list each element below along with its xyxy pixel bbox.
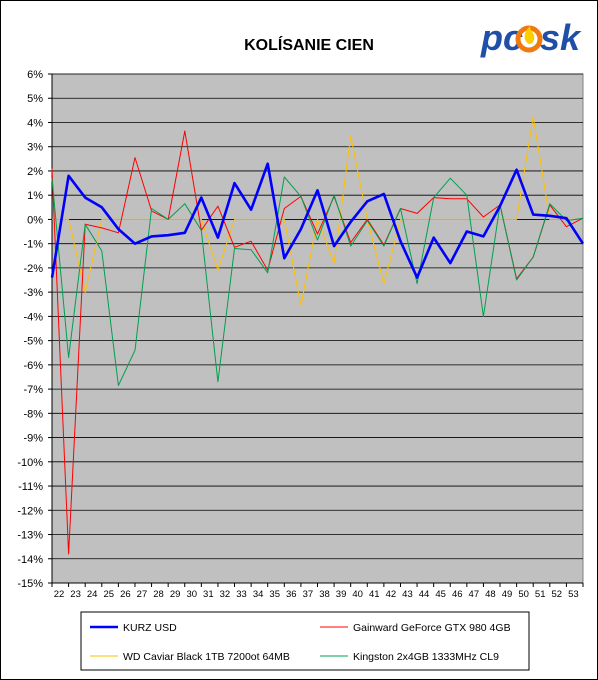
x-tick-label: 37 — [303, 589, 314, 600]
y-tick-label: -6% — [23, 360, 43, 372]
series-lines — [50, 115, 585, 555]
y-tick-label: 5% — [27, 93, 43, 105]
x-tick-label: 30 — [186, 589, 197, 600]
gridlines — [51, 73, 583, 584]
x-tick-label: 22 — [54, 589, 65, 600]
series-line-0 — [50, 162, 585, 279]
y-tick-label: -10% — [17, 457, 43, 469]
x-tick-label: 45 — [435, 589, 446, 600]
x-tick-label: 33 — [236, 589, 247, 600]
x-tick-label: 48 — [485, 589, 496, 600]
x-tick-label: 26 — [120, 589, 131, 600]
series-line-2 — [52, 115, 583, 306]
y-tick-label: 6% — [27, 69, 43, 81]
y-tick-label: -13% — [17, 530, 43, 542]
x-tick-label: 46 — [452, 589, 463, 600]
x-tick-label: 23 — [70, 589, 81, 600]
x-tick-label: 53 — [568, 589, 579, 600]
x-tick-label: 51 — [535, 589, 546, 600]
y-tick-label: -4% — [23, 311, 43, 323]
y-tick-label: -7% — [23, 384, 43, 396]
y-tick-label: 0% — [27, 214, 43, 226]
x-tick-label: 28 — [153, 589, 164, 600]
x-tick-label: 40 — [352, 589, 363, 600]
x-tick-label: 29 — [170, 589, 181, 600]
x-tick-label: 50 — [518, 589, 529, 600]
x-tick-label: 43 — [402, 589, 413, 600]
x-tick-label: 24 — [87, 589, 98, 600]
legend-label: KURZ USD — [123, 622, 177, 634]
x-tick-label: 39 — [336, 589, 347, 600]
legend-label: Gainward GeForce GTX 980 4GB — [353, 622, 511, 634]
y-axis-ticks: 6% 5% 4% 3% 2% 1% 0% -1% -2% -3% -4% -5% -6% -7% -8% -9… — [17, 69, 52, 590]
x-axis-ticks: 22 23 24 25 26 27 28 29 30 31 32 33 34 35 36 37 38 39 40 41… — [51, 583, 584, 600]
y-tick-label: -1% — [23, 239, 43, 251]
y-tick-label: -8% — [23, 408, 43, 420]
legend-label: Kingston 2x4GB 1333MHz CL9 — [353, 651, 499, 663]
x-tick-label: 31 — [203, 589, 214, 600]
y-tick-label: -5% — [23, 336, 43, 348]
y-tick-label: 1% — [27, 190, 43, 202]
x-tick-label: 32 — [220, 589, 231, 600]
x-tick-label: 35 — [269, 589, 280, 600]
x-tick-label: 42 — [386, 589, 397, 600]
y-tick-label: -2% — [23, 263, 43, 275]
flame-icon — [515, 25, 543, 53]
x-tick-label: 41 — [369, 589, 380, 600]
x-tick-label: 52 — [552, 589, 563, 600]
y-tick-label: 2% — [27, 166, 43, 178]
y-tick-label: 4% — [27, 117, 43, 129]
legend — [80, 611, 530, 671]
y-tick-label: -3% — [23, 287, 43, 299]
legend-label: WD Caviar Black 1TB 7200ot 64MB — [123, 651, 290, 663]
x-tick-label: 38 — [319, 589, 330, 600]
legend-items: KURZ USD Gainward GeForce GTX 980 4GB WD C… — [90, 622, 511, 663]
plot-area — [51, 73, 584, 584]
x-tick-label: 36 — [286, 589, 297, 600]
y-tick-label: -14% — [17, 554, 43, 566]
y-tick-label: -11% — [18, 481, 43, 493]
x-tick-label: 44 — [419, 589, 430, 600]
y-tick-label: 3% — [27, 142, 43, 154]
y-tick-label: -9% — [23, 433, 43, 445]
series-line-3 — [51, 176, 584, 386]
x-tick-label: 47 — [469, 589, 480, 600]
x-tick-label: 34 — [253, 589, 264, 600]
x-tick-label: 49 — [502, 589, 513, 600]
y-tick-label: -15% — [17, 578, 43, 590]
logo-text-right: sk — [540, 17, 582, 58]
x-tick-label: 25 — [103, 589, 114, 600]
chart-title: KOLÍSANIE CIEN — [244, 35, 374, 54]
x-tick-label: 27 — [137, 589, 148, 600]
logo: pc sk — [480, 17, 582, 58]
series-line-1 — [51, 130, 584, 555]
flame-core — [524, 26, 535, 44]
y-tick-label: -12% — [17, 505, 43, 517]
